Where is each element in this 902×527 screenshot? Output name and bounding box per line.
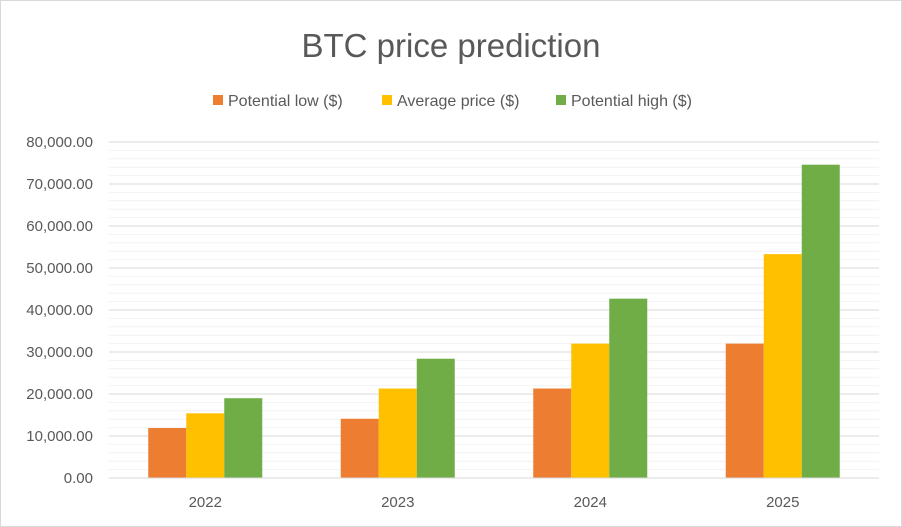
bar xyxy=(801,164,840,478)
bar xyxy=(609,298,648,478)
bar xyxy=(725,343,764,478)
bar xyxy=(186,413,225,478)
legend-label: Average price ($) xyxy=(397,93,519,110)
x-axis: 2022 2023 2024 2025 xyxy=(109,477,879,511)
chart-title: BTC price prediction xyxy=(302,27,601,64)
y-tick-label: 0.00 xyxy=(64,470,93,487)
y-tick-label: 50,000.00 xyxy=(26,260,93,277)
legend-swatch xyxy=(556,95,566,105)
legend-swatch xyxy=(213,95,223,105)
y-tick-label: 60,000.00 xyxy=(26,218,93,235)
bar-plot-area xyxy=(148,164,840,478)
bar xyxy=(378,388,417,478)
bar xyxy=(533,388,572,478)
y-tick-label: 40,000.00 xyxy=(26,302,93,319)
bar xyxy=(416,358,455,478)
bar xyxy=(571,343,610,478)
y-tick-label: 70,000.00 xyxy=(26,176,93,193)
bar xyxy=(763,254,802,478)
bar xyxy=(340,418,379,478)
bar xyxy=(148,428,187,478)
bar xyxy=(224,398,263,478)
y-tick-label: 20,000.00 xyxy=(26,386,93,403)
y-tick-label: 30,000.00 xyxy=(26,344,93,361)
legend-label: Potential high ($) xyxy=(571,93,692,110)
legend-label: Potential low ($) xyxy=(228,93,343,110)
legend-swatch xyxy=(382,95,392,105)
legend: Potential low ($) Average price ($) Potent… xyxy=(213,93,692,110)
x-tick-label: 2022 xyxy=(189,494,222,511)
y-tick-label: 10,000.00 xyxy=(26,428,93,445)
x-tick-label: 2024 xyxy=(574,494,607,511)
x-tick-label: 2023 xyxy=(381,494,414,511)
x-tick-label: 2025 xyxy=(766,494,799,511)
y-axis: 0.00 10,000.00 20,000.00 30,000.00 40,000.00… xyxy=(26,134,93,487)
y-tick-label: 80,000.00 xyxy=(26,134,93,151)
